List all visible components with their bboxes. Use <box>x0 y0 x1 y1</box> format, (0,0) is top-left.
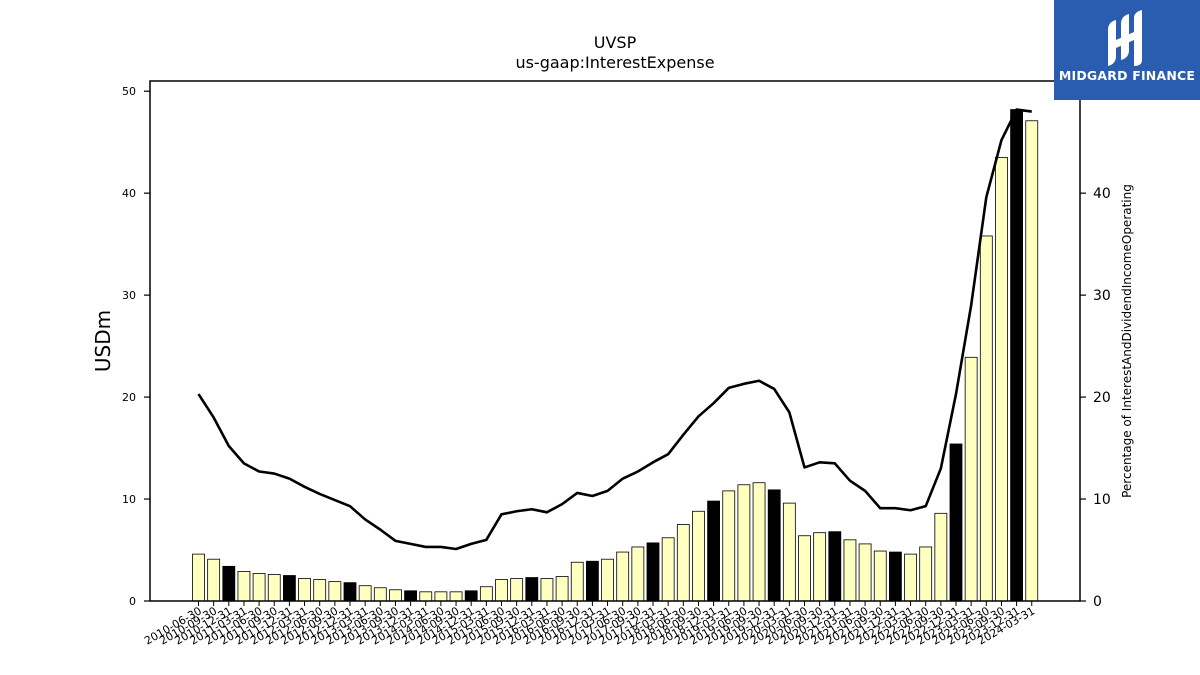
bar-2011-06-30 <box>252 573 266 602</box>
y-right-tick-label-10: 10 <box>1093 492 1111 508</box>
bar-2016-12-31 <box>586 560 599 602</box>
bar-2022-03-31 <box>904 553 917 602</box>
bar-2011-12-31 <box>282 575 296 602</box>
bar-2023-03-31 <box>964 356 978 602</box>
bar-2010-06-30 <box>192 553 205 602</box>
plot-frame <box>149 80 1081 602</box>
bar-2023-09-30 <box>995 157 1008 602</box>
bar-2012-09-30 <box>328 581 342 602</box>
bar-2022-09-30 <box>934 512 948 602</box>
y-axis-right-label: Percentage of InterestAndDividendIncomeO… <box>1120 184 1134 498</box>
bar-2017-12-31 <box>646 542 660 602</box>
bar-2019-06-30 <box>737 484 751 602</box>
y-tick-label-10: 10 <box>122 493 136 506</box>
bar-2019-03-31 <box>722 490 736 602</box>
bar-2015-03-31 <box>479 586 493 602</box>
bar-2021-12-31 <box>889 551 902 602</box>
bar-2012-06-30 <box>313 579 327 602</box>
bar-2019-09-30 <box>752 482 766 602</box>
bar-2023-12-31 <box>1010 109 1023 602</box>
bar-2023-06-30 <box>979 235 993 602</box>
bar-2024-03-31 <box>1025 120 1039 602</box>
bar-2015-12-31 <box>525 577 539 602</box>
brand-logo: MIDGARD FINANCE <box>1054 0 1200 100</box>
bar-2018-03-31 <box>661 537 675 602</box>
bar-2011-09-30 <box>267 574 281 602</box>
bar-2014-09-30 <box>449 591 463 602</box>
y-tick-label-40: 40 <box>122 187 136 200</box>
bar-2018-12-31 <box>707 500 720 602</box>
bar-2015-09-30 <box>510 578 524 602</box>
series-line <box>197 108 1032 551</box>
bar-2018-06-30 <box>676 524 690 602</box>
bar-2016-03-31 <box>540 578 554 602</box>
bar-2022-12-31 <box>949 443 963 602</box>
bar-2013-03-31 <box>358 585 372 602</box>
y-axis-label: USDm <box>91 310 115 372</box>
midgard-logo-icon <box>1108 10 1142 66</box>
y-right-tick-label-40: 40 <box>1093 186 1111 202</box>
bar-2020-12-31 <box>828 531 842 602</box>
y-right-tick-label-20: 20 <box>1093 390 1111 406</box>
bar-2011-03-31 <box>237 571 251 602</box>
bars <box>192 109 1039 602</box>
bar-2014-06-30 <box>434 591 448 602</box>
bar-2019-12-31 <box>767 489 781 602</box>
bar-2017-03-31 <box>601 558 614 602</box>
left-axis: 0 10 20 30 40 50 <box>122 85 150 608</box>
bar-2017-06-30 <box>616 551 630 602</box>
right-axis: 0 10 20 30 40 <box>1080 186 1111 610</box>
y-right-tick-label-0: 0 <box>1093 594 1102 610</box>
brand-name: MIDGARD FINANCE <box>1058 68 1196 83</box>
bar-2021-09-30 <box>873 550 887 602</box>
bar-2016-06-30 <box>555 576 569 602</box>
bar-2020-09-30 <box>813 532 827 602</box>
y-tick-label-30: 30 <box>122 289 136 302</box>
bar-2021-06-30 <box>858 543 872 602</box>
bar-2012-12-31 <box>343 582 357 602</box>
bar-2020-06-30 <box>798 535 811 602</box>
y-tick-label-0: 0 <box>129 595 136 608</box>
bar-2013-12-31 <box>404 590 418 602</box>
bar-2010-09-30 <box>207 558 221 602</box>
x-axis: 2010-06-302010-09-302010-12-312011-03-31… <box>142 601 1037 648</box>
chart-title: UVSP <box>594 33 637 52</box>
bar-2018-09-30 <box>692 510 705 602</box>
chart-subtitle: us-gaap:InterestExpense <box>515 53 714 72</box>
bar-2015-06-30 <box>495 579 508 602</box>
bar-2014-12-31 <box>464 590 478 602</box>
bar-2021-03-31 <box>843 539 857 602</box>
bar-2010-12-31 <box>222 565 236 602</box>
line-layer <box>197 108 1032 551</box>
bar-2020-03-31 <box>782 502 796 602</box>
y-tick-label-20: 20 <box>122 391 136 404</box>
bar-2012-03-31 <box>298 578 311 602</box>
y-right-tick-label-30: 30 <box>1093 288 1111 304</box>
bar-2014-03-31 <box>419 591 433 602</box>
bar-2013-09-30 <box>389 589 402 602</box>
bar-2013-06-30 <box>373 587 387 602</box>
bar-2016-09-30 <box>570 561 584 602</box>
bar-2017-09-30 <box>631 546 645 602</box>
y-tick-label-50: 50 <box>122 85 136 98</box>
bar-2022-06-30 <box>919 546 933 602</box>
